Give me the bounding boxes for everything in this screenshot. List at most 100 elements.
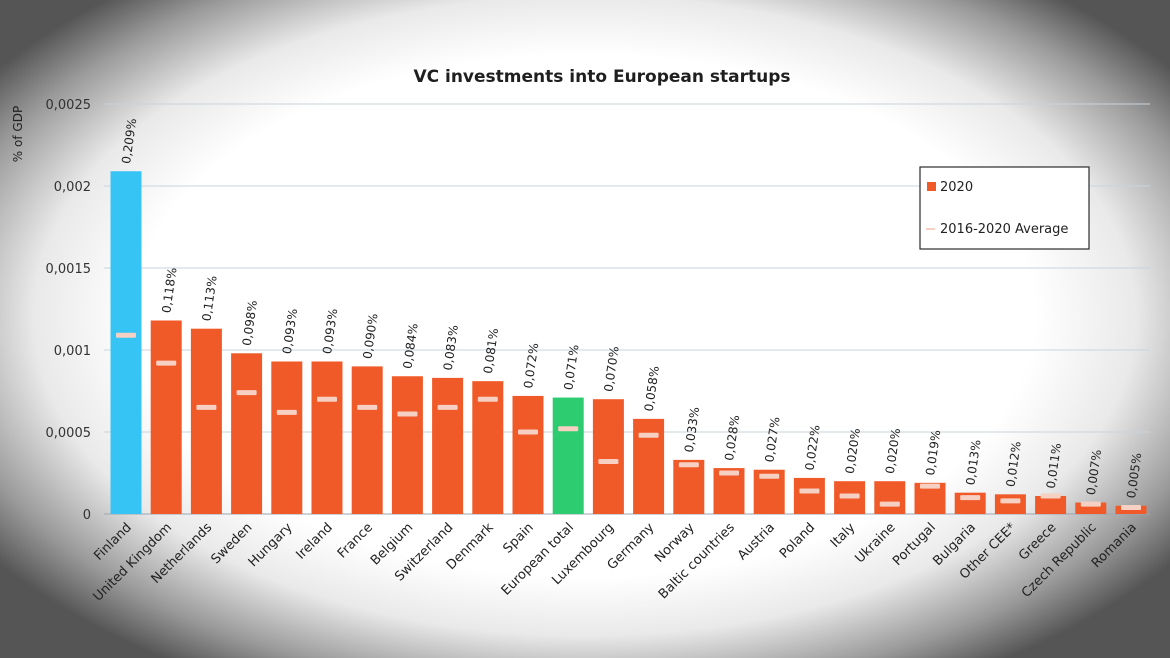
average-marker-romania (1121, 504, 1141, 510)
bar-norway (673, 459, 705, 514)
average-marker-belgium (397, 411, 418, 417)
bar-ireland (311, 361, 343, 514)
data-label-denmark: 0,081% (481, 327, 501, 374)
bar-poland (793, 477, 825, 514)
bar-switzerland (432, 377, 464, 514)
data-label-ireland: 0,093% (320, 308, 340, 355)
legend-label-average: 2016-2020 Average (940, 222, 1068, 237)
bar-european-total (552, 397, 584, 514)
data-label-greece: 0,011% (1044, 442, 1064, 489)
average-markers (116, 332, 1141, 510)
data-label-portugal: 0,019% (923, 429, 943, 476)
bar-denmark (472, 381, 504, 514)
legend-label-2020: 2020 (940, 180, 973, 195)
average-marker-spain (518, 429, 538, 435)
bar-hungary (271, 361, 303, 514)
average-marker-bulgaria (960, 495, 981, 501)
legend: 2020 2016-2020 Average (919, 166, 1090, 250)
bar-netherlands (190, 328, 222, 514)
data-label-other-cee: 0,012% (1004, 440, 1024, 487)
y-tick-label: 0,001 (54, 344, 91, 359)
data-label-european-total: 0,071% (561, 344, 581, 391)
average-marker-poland (799, 488, 820, 494)
legend-swatch-average (926, 228, 935, 230)
x-tick-label-spain: Spain (501, 520, 537, 556)
y-tick-label: 0,0015 (46, 262, 92, 277)
data-label-germany: 0,058% (642, 365, 662, 412)
average-marker-czech-republic (1080, 501, 1101, 507)
bar-belgium (391, 376, 423, 514)
data-label-finland: 0,209% (119, 117, 139, 164)
average-marker-other-cee (1000, 498, 1021, 504)
average-marker-sweden (236, 390, 257, 396)
bar-baltic-countries (713, 468, 745, 514)
average-marker-european-total (558, 426, 579, 432)
average-marker-ireland (317, 396, 337, 402)
y-axis-ticks: 0 0,0005 0,001 0,0015 0,002 0,0025 (46, 98, 92, 523)
data-label-france: 0,090% (360, 313, 380, 360)
bar-czech-republic (1075, 502, 1107, 514)
average-marker-norway (678, 462, 699, 468)
x-tick-label-austria: Austria (735, 520, 778, 563)
data-label-poland: 0,022% (803, 424, 823, 471)
y-tick-label: 0,002 (54, 180, 91, 195)
bar-greece (1035, 495, 1067, 514)
average-marker-greece (1040, 493, 1061, 499)
average-marker-baltic-countries (719, 470, 739, 476)
data-label-romania: 0,005% (1124, 452, 1144, 499)
average-marker-hungary (276, 409, 297, 415)
bar-france (351, 366, 383, 514)
data-label-united-kingdom: 0,118% (159, 267, 179, 314)
data-label-luxembourg: 0,070% (602, 345, 622, 392)
data-label-italy: 0,020% (843, 427, 863, 474)
x-tick-label-hungary: Hungary (246, 520, 296, 570)
average-marker-portugal (920, 483, 940, 489)
average-marker-italy (839, 493, 860, 499)
data-label-switzerland: 0,083% (441, 324, 461, 371)
x-tick-label-portugal: Portugal (890, 520, 939, 569)
y-tick-label: 0,0025 (46, 98, 92, 113)
bar-united-kingdom (150, 320, 182, 514)
average-marker-netherlands (196, 404, 217, 410)
bar-luxembourg (592, 399, 624, 514)
bar-finland (110, 171, 142, 515)
x-tick-label-czech-republic: Czech Republic (1019, 520, 1100, 601)
y-tick-label: 0 (83, 508, 91, 523)
data-label-spain: 0,072% (521, 342, 541, 389)
data-label-netherlands: 0,113% (200, 275, 220, 322)
x-tick-label-poland: Poland (777, 520, 818, 561)
average-marker-ukraine (879, 501, 900, 507)
x-tick-label-ireland: Ireland (293, 520, 335, 562)
y-axis-label: % of GDP (11, 106, 25, 162)
data-label-czech-republic: 0,007% (1084, 449, 1104, 496)
x-tick-label-italy: Italy (828, 520, 859, 551)
data-label-austria: 0,027% (762, 416, 782, 463)
average-marker-france (357, 404, 378, 410)
legend-box (919, 166, 1090, 250)
data-label-bulgaria: 0,013% (963, 439, 983, 486)
bar-sweden (231, 353, 263, 514)
average-marker-finland (116, 332, 136, 338)
legend-swatch-2020 (927, 182, 936, 191)
average-marker-austria (759, 473, 780, 479)
data-label-hungary: 0,093% (280, 308, 300, 355)
average-marker-denmark (477, 396, 498, 402)
y-tick-label: 0,0005 (46, 426, 92, 441)
x-tick-label-european-total: European total (499, 520, 577, 598)
average-marker-luxembourg (598, 459, 619, 465)
bar-ukraine (874, 481, 906, 514)
data-label-norway: 0,033% (682, 406, 702, 453)
x-tick-label-baltic-countries: Baltic countries (656, 520, 738, 602)
average-marker-germany (638, 432, 659, 438)
chart-title: VC investments into European startups (413, 67, 790, 87)
data-label-belgium: 0,084% (401, 322, 421, 369)
bar-spain (512, 395, 544, 514)
bar-other-cee (994, 494, 1026, 514)
data-labels: 0,209% 0,118% 0,113% 0,098% 0,093% 0,093% 0,09… (119, 117, 1144, 499)
data-label-baltic-countries: 0,028% (722, 414, 742, 461)
data-label-ukraine: 0,020% (883, 427, 903, 474)
average-marker-switzerland (437, 404, 458, 410)
